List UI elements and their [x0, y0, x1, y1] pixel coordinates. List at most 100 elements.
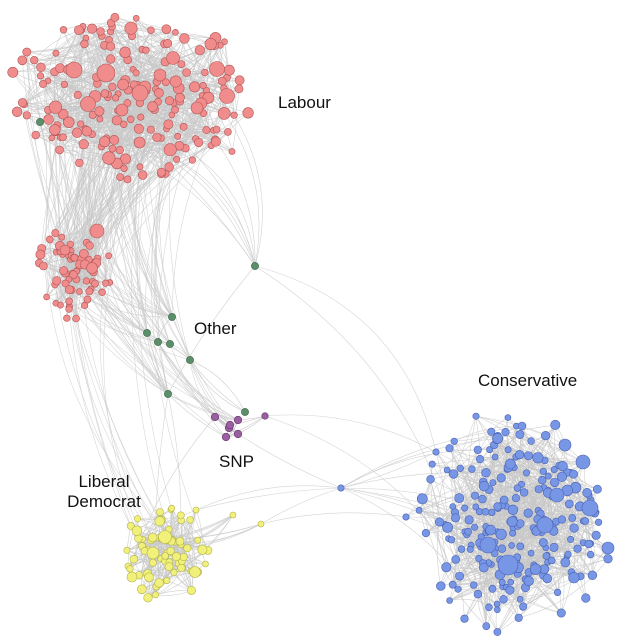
- node-conservative: [499, 495, 509, 505]
- node-labour: [119, 46, 131, 58]
- node-conservative: [523, 575, 534, 587]
- node-conservative: [488, 584, 497, 593]
- node-conservative: [485, 524, 496, 536]
- node-libdem: [177, 563, 186, 573]
- label-snp: SNP: [219, 452, 254, 471]
- node-labour: [177, 60, 186, 68]
- edge: [418, 464, 433, 511]
- edge: [26, 51, 76, 258]
- node-labour: [137, 113, 145, 121]
- node-labour: [63, 314, 71, 322]
- edge: [583, 513, 596, 599]
- edge: [195, 487, 342, 511]
- node-conservative: [581, 593, 591, 603]
- node-conservative: [517, 421, 527, 431]
- node-labour: [89, 223, 105, 239]
- edge: [145, 90, 191, 361]
- edge: [503, 435, 546, 501]
- node-conservative: [448, 580, 457, 589]
- edge: [69, 289, 157, 587]
- node-labour: [52, 49, 60, 57]
- node-snp: [233, 429, 243, 439]
- node-conservative: [497, 554, 519, 576]
- edge: [86, 242, 173, 318]
- edge: [114, 17, 204, 86]
- node-conservative: [426, 475, 435, 484]
- node-other: [164, 390, 172, 398]
- edge: [40, 28, 93, 68]
- edge: [167, 265, 256, 395]
- node-conservative: [584, 539, 593, 549]
- node-conservative: [523, 508, 533, 518]
- edge: [219, 45, 237, 152]
- edge: [43, 265, 239, 421]
- node-labour: [83, 295, 92, 304]
- edge: [340, 472, 487, 489]
- edge: [518, 558, 609, 619]
- edge: [45, 114, 176, 543]
- node-conservative: [536, 516, 554, 534]
- node-labour: [202, 126, 211, 135]
- edge: [79, 264, 162, 521]
- node-labour: [98, 288, 106, 296]
- node-conservative: [560, 557, 571, 568]
- edge: [176, 159, 256, 267]
- node-conservative: [549, 542, 559, 552]
- node-labour: [142, 46, 150, 54]
- label-labour: Labour: [278, 93, 331, 112]
- node-labour: [30, 56, 39, 65]
- node-labour: [85, 241, 94, 250]
- edge: [480, 546, 524, 607]
- edge: [54, 137, 162, 285]
- node-labour: [152, 132, 162, 142]
- node-conservative: [489, 479, 497, 486]
- edge: [340, 451, 437, 489]
- edge: [469, 519, 536, 532]
- node-labour: [43, 114, 54, 125]
- node-labour: [58, 233, 66, 241]
- node-libdem: [154, 516, 165, 527]
- node-labour: [115, 103, 129, 117]
- edge: [55, 52, 111, 62]
- edge: [64, 273, 163, 539]
- node-labour: [65, 305, 73, 313]
- node-labour: [39, 261, 48, 271]
- node-labour: [91, 279, 99, 288]
- node-conservative: [539, 467, 548, 475]
- label-conservative: Conservative: [478, 371, 578, 390]
- node-conservative: [475, 455, 485, 464]
- node-other: [186, 356, 194, 364]
- edge: [39, 121, 148, 334]
- edge: [168, 97, 191, 361]
- node-conservative: [505, 458, 516, 470]
- node-labour: [48, 134, 56, 142]
- edge: [486, 527, 534, 627]
- edge: [167, 393, 239, 421]
- node-libdem: [129, 554, 139, 564]
- edge: [340, 449, 490, 489]
- node-labour: [179, 122, 188, 131]
- edge: [68, 279, 148, 334]
- edge: [447, 431, 492, 528]
- node-labour: [119, 120, 128, 129]
- node-conservative: [575, 454, 591, 470]
- node-conservative: [568, 572, 580, 584]
- edge: [164, 43, 235, 116]
- edge: [449, 599, 498, 611]
- node-labour: [116, 173, 125, 181]
- node-conservative: [470, 581, 478, 589]
- node-conservative: [450, 437, 458, 445]
- node-conservative: [456, 464, 464, 472]
- node-labour: [77, 120, 85, 128]
- node-conservative: [481, 468, 491, 478]
- edge: [182, 514, 234, 569]
- node-labour: [75, 158, 84, 168]
- node-conservative: [475, 554, 483, 563]
- edge: [464, 449, 479, 509]
- node-labour: [105, 252, 112, 260]
- node-labour: [17, 55, 28, 66]
- node-labour: [102, 279, 110, 287]
- node-labour: [55, 63, 65, 73]
- node-labour: [221, 38, 228, 46]
- edge: [489, 449, 518, 489]
